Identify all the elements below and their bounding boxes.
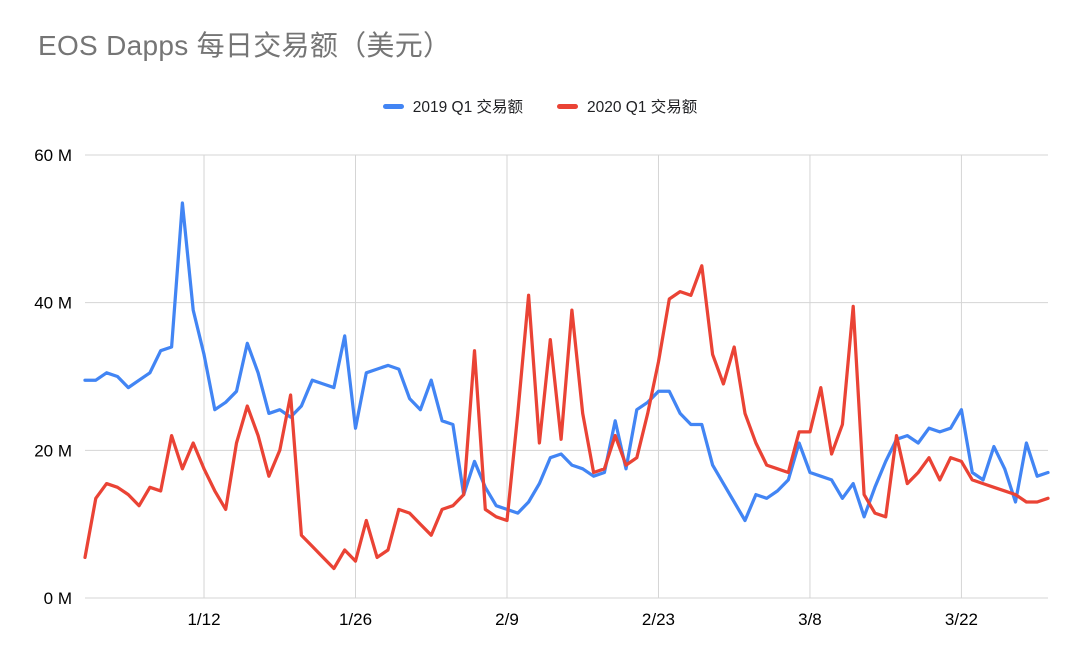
series-line-2019-q1 [83,201,1050,523]
chart-legend: 2019 Q1 交易额 2020 Q1 交易额 [0,95,1080,117]
legend-swatch-2019-icon [382,103,404,109]
legend-item-2020-q1: 2020 Q1 交易额 [557,95,697,117]
series-line-2020-q1 [83,264,1050,571]
legend-item-2019-q1: 2019 Q1 交易额 [382,95,523,117]
x-axis-tick-label: 2/9 [495,610,519,629]
x-axis-tick-label: 1/12 [187,610,220,629]
legend-swatch-2020-icon [557,103,578,109]
chart-title: EOS Dapps 每日交易额（美元） [38,30,452,61]
x-axis-tick-label: 3/8 [798,610,822,629]
y-axis-tick-label: 0 M [44,589,72,608]
y-axis-tick-label: 20 M [34,441,72,460]
x-axis-tick-label: 3/22 [945,610,978,629]
y-axis-tick-label: 60 M [34,146,72,165]
legend-label-2019-q1: 2019 Q1 交易额 [412,99,523,116]
y-axis-tick-label: 40 M [34,294,72,313]
legend-label-2020-q1: 2020 Q1 交易额 [587,99,698,116]
x-axis-tick-label: 1/26 [339,610,372,629]
x-axis-tick-label: 2/23 [642,610,675,629]
